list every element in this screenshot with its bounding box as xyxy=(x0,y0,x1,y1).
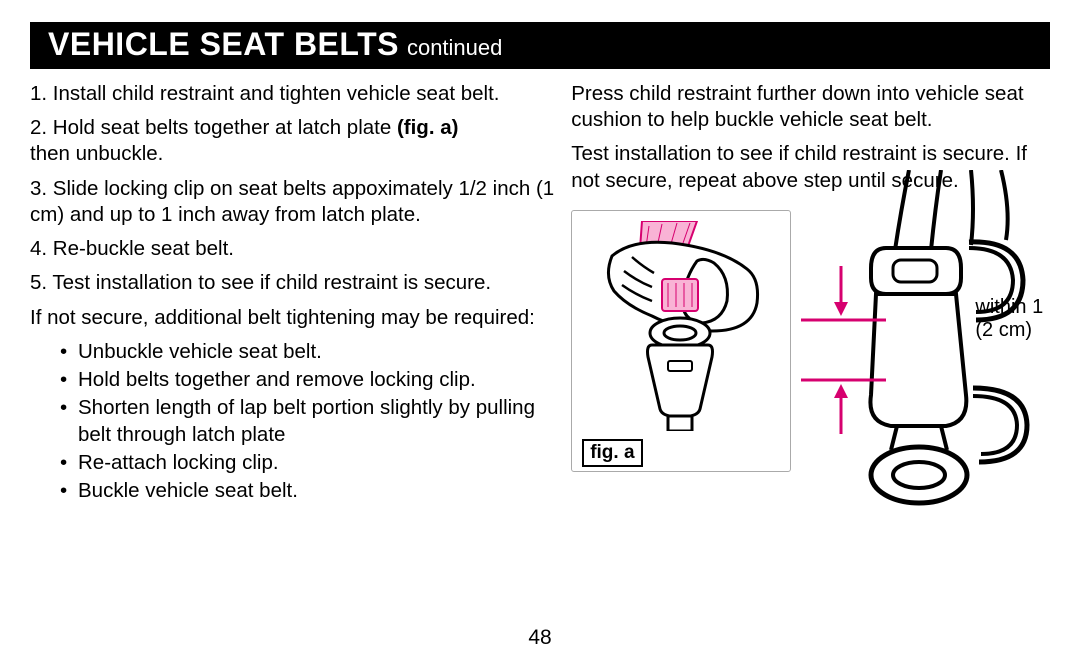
dimension-text: within 1 (2 cm) xyxy=(975,296,1043,342)
ifnot-text: If not secure, additional belt tightenin… xyxy=(30,305,559,331)
bullet-item: Re-attach locking clip. xyxy=(78,450,559,476)
step1-text: 1. Install child restraint and tighten v… xyxy=(30,81,559,107)
bullet-item: Hold belts together and remove locking c… xyxy=(78,367,559,393)
figure-a-box: fig. a xyxy=(571,210,791,472)
figure-a-illustration xyxy=(582,221,772,431)
step2-text: 2. Hold seat belts together at latch pla… xyxy=(30,115,559,167)
page-number: 48 xyxy=(528,626,551,650)
bullet-item: Shorten length of lap belt portion sligh… xyxy=(78,395,559,447)
step4-text: 4. Re-buckle seat belt. xyxy=(30,236,559,262)
figure-clip-illustration: within 1 (2 cm) xyxy=(801,170,1031,510)
bullet-list: Unbuckle vehicle seat belt. Hold belts t… xyxy=(78,339,559,504)
step5-text: 5. Test installation to see if child res… xyxy=(30,270,559,296)
title-sub: continued xyxy=(407,35,502,61)
left-column: 1. Install child restraint and tighten v… xyxy=(30,81,559,510)
right-column: Press child restraint further down into … xyxy=(571,81,1050,510)
title-bar: VEHICLE SEAT BELTS continued xyxy=(30,22,1050,69)
right-p1: Press child restraint further down into … xyxy=(571,81,1050,133)
figure-a-label: fig. a xyxy=(582,439,642,467)
step3-text: 3. Slide locking clip on seat belts appo… xyxy=(30,176,559,228)
bullet-item: Buckle vehicle seat belt. xyxy=(78,478,559,504)
bullet-item: Unbuckle vehicle seat belt. xyxy=(78,339,559,365)
title-main: VEHICLE SEAT BELTS xyxy=(48,26,399,63)
